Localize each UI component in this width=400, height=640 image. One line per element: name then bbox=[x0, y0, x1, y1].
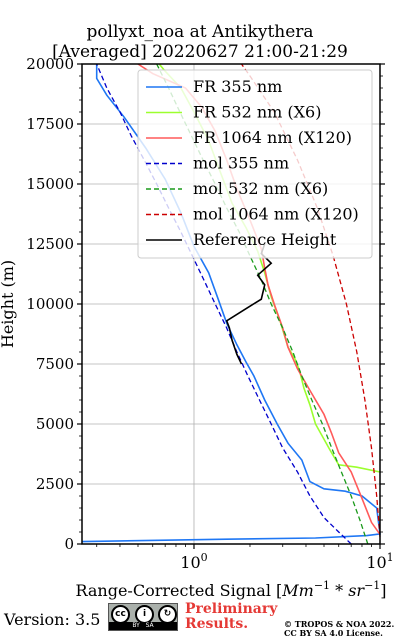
legend-label: Reference Height bbox=[193, 230, 337, 249]
version-label: Version: 3.5 bbox=[4, 610, 101, 629]
legend-label: mol 355 nm bbox=[193, 154, 289, 173]
x-tick-label: 100 bbox=[180, 551, 207, 572]
y-tick-label: 20000 bbox=[26, 55, 74, 73]
copyright-note: © TROPOS & NOA 2022. CC BY SA 4.0 Licens… bbox=[284, 619, 395, 638]
legend-label: FR 532 nm (X6) bbox=[193, 103, 321, 122]
chart-title: pollyxt_noa at Antikythera bbox=[86, 22, 314, 42]
legend-label: mol 1064 nm (X120) bbox=[193, 205, 359, 224]
y-tick-label: 7500 bbox=[36, 355, 74, 373]
y-axis-title: Height (m) bbox=[0, 260, 17, 348]
y-tick-label: 15000 bbox=[26, 175, 74, 193]
x-tick-label: 101 bbox=[366, 551, 393, 572]
y-tick-label: 17500 bbox=[26, 115, 74, 133]
cc-license-badge: cc i ↻ BY SA bbox=[108, 603, 178, 631]
chart-legend: FR 355 nm FR 532 nm (X6) FR 1064 nm (X120)… bbox=[137, 69, 373, 259]
y-tick-label: 10000 bbox=[26, 295, 74, 313]
y-tick-label: 5000 bbox=[36, 415, 74, 433]
x-axis-title: Range-Corrected Signal [Mm−1 * sr−1] bbox=[75, 579, 386, 600]
license-sa: SA bbox=[145, 622, 154, 629]
legend-box bbox=[137, 69, 373, 259]
series-line-6 bbox=[225, 243, 273, 365]
legend-label: FR 1064 nm (X120) bbox=[193, 128, 352, 147]
legend-label: FR 355 nm bbox=[193, 77, 282, 96]
y-tick-label: 0 bbox=[64, 535, 74, 553]
y-axis-label: Height (m) bbox=[0, 260, 17, 348]
x-axis-label: Range-Corrected Signal [Mm−1 * sr−1] bbox=[75, 579, 386, 600]
preliminary-note: Preliminary Results. bbox=[185, 601, 278, 632]
legend-label: mol 532 nm (X6) bbox=[193, 179, 328, 198]
chart-subtitle: [Averaged] 20220627 21:00-21:29 bbox=[52, 42, 348, 62]
axes: 0 2500 5000 7500 10000 12500 15000 17500 20000 10… bbox=[26, 55, 393, 572]
y-tick-label: 2500 bbox=[36, 475, 74, 493]
y-tick-label: 12500 bbox=[26, 235, 74, 253]
license-by: BY bbox=[132, 622, 140, 629]
